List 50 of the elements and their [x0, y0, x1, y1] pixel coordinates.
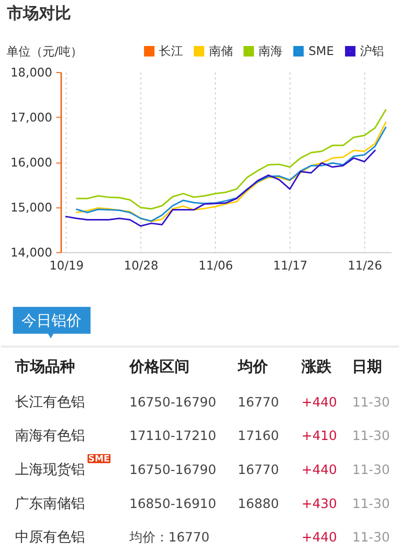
y-tick-label: 16,000	[10, 156, 52, 170]
y-tick-label: 14,000	[10, 246, 52, 260]
category-label: 价格区间	[128, 358, 190, 376]
text: +440	[301, 530, 337, 546]
text: 11-30	[352, 395, 390, 410]
category-label: 涨跌	[300, 358, 332, 376]
text: SME	[88, 454, 110, 465]
line-series	[65, 150, 376, 227]
category-label: 长江有色铝	[14, 394, 85, 410]
text: 市场品种	[14, 358, 75, 376]
text: +430	[301, 496, 337, 512]
chart-title: 市场对比	[6, 3, 71, 22]
y-tick-label: 18,000	[10, 66, 52, 80]
x-tick-label: 11/26	[348, 258, 382, 273]
text: 11-30	[352, 463, 390, 478]
y-axis-title: 单位（元/吨）	[6, 44, 82, 59]
text: 均价：16770	[129, 530, 210, 546]
category-label: 南海有色铝	[14, 428, 85, 444]
text: 16770	[238, 463, 279, 478]
text: 17110-17210	[129, 429, 216, 444]
text: 16750-16790	[129, 463, 216, 478]
text: +410	[301, 429, 337, 444]
line-series	[76, 109, 386, 210]
legend-label: SME	[308, 44, 334, 58]
y-tick-label: 15,000	[10, 200, 52, 215]
legend-label: 沪铝	[360, 44, 384, 58]
category-label: 上海现货铝	[14, 462, 85, 478]
y-tick-label: 17,000	[10, 110, 52, 125]
text: 11-30	[352, 496, 390, 512]
text: 16770	[238, 395, 279, 410]
text: 11-30	[352, 530, 390, 546]
x-tick-label: 11/06	[198, 258, 233, 273]
text: 今日铝价	[22, 311, 82, 330]
text: 11-30	[352, 429, 390, 444]
category-label: 广东南储铝	[14, 496, 85, 512]
text: +440	[301, 463, 337, 478]
category-label: 均价	[236, 358, 269, 376]
text: +440	[301, 395, 337, 410]
legend-label: 南储	[208, 44, 233, 58]
text: 16850-16910	[129, 496, 216, 512]
x-tick-label: 10/28	[124, 258, 158, 273]
text: 17160	[238, 429, 279, 444]
category-label: 日期	[352, 358, 382, 376]
text: 16880	[238, 496, 279, 512]
text: 16750-16790	[129, 395, 216, 410]
legend-label: 南海	[258, 44, 283, 58]
x-tick-label: 10/19	[49, 258, 84, 273]
x-tick-label: 11/17	[273, 258, 308, 273]
category-label: 中原有色铝	[14, 530, 85, 546]
legend-label: 长江	[159, 44, 184, 58]
